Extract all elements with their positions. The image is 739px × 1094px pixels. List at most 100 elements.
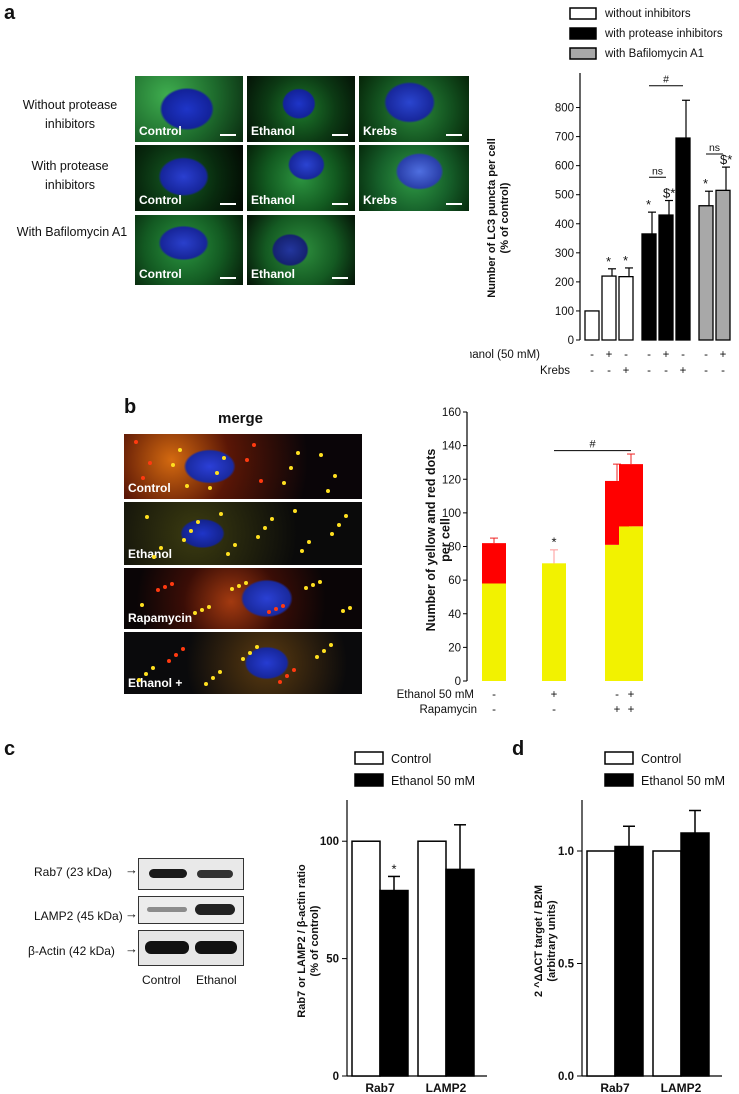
puncta-dot xyxy=(207,605,211,609)
bar xyxy=(675,137,691,341)
row-label-with-inhibitors: With protease inhibitors xyxy=(31,159,109,192)
blot-label-lamp2: LAMP2 (45 kDa) xyxy=(34,909,123,923)
y-tick-label: 40 xyxy=(448,609,461,621)
puncta-dot xyxy=(252,443,256,447)
puncta-dot xyxy=(274,607,278,611)
merge-micrograph-1: Control xyxy=(124,434,362,499)
puncta-dot xyxy=(341,609,345,613)
puncta-dot xyxy=(285,674,289,678)
puncta-dot xyxy=(233,543,237,547)
panel-b-label: b xyxy=(124,396,137,418)
blot-band xyxy=(149,869,187,878)
x-tick-label: LAMP2 xyxy=(426,1081,467,1094)
y-tick-label: 0 xyxy=(568,335,574,347)
condition-label: Ethanol (50 mM) xyxy=(470,349,540,361)
puncta-dot xyxy=(348,606,352,610)
puncta-dot xyxy=(255,645,259,649)
y-tick-label: 20 xyxy=(448,642,461,654)
puncta-dot xyxy=(140,603,144,607)
scale-bar xyxy=(220,277,236,279)
condition-label: Krebs xyxy=(540,365,570,377)
bar xyxy=(584,310,600,341)
puncta-dot xyxy=(134,440,138,444)
puncta-dot xyxy=(145,515,149,519)
significance-mark: * xyxy=(551,535,556,550)
bar xyxy=(614,845,644,1077)
micrograph-ethanol: Ethanol xyxy=(247,145,355,211)
condition-sign: + xyxy=(720,349,727,361)
y-axis-title: Number of LC3 puncta per cell (% of contr… xyxy=(486,138,511,298)
condition-sign: - xyxy=(664,365,668,377)
micrograph-control: Control xyxy=(135,76,243,142)
puncta-dot xyxy=(151,666,155,670)
puncta-dot xyxy=(156,588,160,592)
micrograph-ethanol: Ethanol xyxy=(247,215,355,285)
puncta-dot xyxy=(319,453,323,457)
blot-label-actin: β-Actin (42 kDa) xyxy=(28,944,115,958)
y-tick-label: 0 xyxy=(333,1071,339,1083)
puncta-dot xyxy=(237,584,241,588)
puncta-dot xyxy=(267,610,271,614)
x-tick-label: Rab7 xyxy=(600,1081,630,1094)
condition-sign: - xyxy=(624,349,628,361)
y-tick-label: 400 xyxy=(555,219,574,231)
scale-bar xyxy=(332,134,348,136)
axis-title-line: (arbitrary units) xyxy=(546,900,558,982)
y-tick-label: 1.0 xyxy=(558,846,574,858)
row-label-bafilomycin: With Bafilomycin A1 xyxy=(16,225,128,239)
legend-label: Ethanol 50 mM xyxy=(391,774,475,788)
condition-sign: - xyxy=(492,704,496,716)
puncta-dot xyxy=(208,486,212,490)
puncta-dot xyxy=(144,672,148,676)
puncta-dot xyxy=(245,458,249,462)
puncta-dot xyxy=(256,535,260,539)
bar xyxy=(417,840,447,1077)
y-tick-label: 700 xyxy=(555,132,574,144)
micrograph-krebs: Krebs xyxy=(359,145,469,211)
axis-title-line: Number of LC3 puncta per cell xyxy=(486,138,498,298)
puncta-dot xyxy=(289,466,293,470)
significance-mark: $* xyxy=(720,152,732,167)
condition-sign: + xyxy=(614,704,621,716)
puncta-dot xyxy=(282,481,286,485)
puncta-dot xyxy=(163,585,167,589)
puncta-dot xyxy=(200,608,204,612)
micrograph-control: Control xyxy=(135,215,243,285)
axis-title-line: 2 ^ΔΔCT target / B2M xyxy=(533,885,545,997)
condition-label: Rapamycin xyxy=(419,704,477,716)
puncta-dot xyxy=(196,520,200,524)
micrograph-label: Krebs xyxy=(363,193,398,207)
puncta-dot xyxy=(300,549,304,553)
legend-swatch xyxy=(354,773,384,787)
blot-band xyxy=(145,941,189,954)
y-tick-label: 60 xyxy=(448,575,461,587)
bar-segment-yellow xyxy=(542,563,566,681)
x-tick-label: Rab7 xyxy=(365,1081,395,1094)
legend-label: without inhibitors xyxy=(604,8,691,20)
puncta-dot xyxy=(159,546,163,550)
puncta-dot xyxy=(185,484,189,488)
micrograph-label: Ethanol xyxy=(128,547,172,561)
puncta-dot xyxy=(178,448,182,452)
bar xyxy=(445,868,475,1077)
panel-a-label: a xyxy=(4,2,16,24)
bracket-label: ns xyxy=(652,165,663,177)
condition-label: Ethanol 50 mM xyxy=(397,689,474,701)
puncta-dot xyxy=(174,653,178,657)
significance-mark: * xyxy=(606,254,611,269)
condition-sign: - xyxy=(647,349,651,361)
lane-label-ethanol: Ethanol xyxy=(196,973,237,987)
micrograph-label: Ethanol xyxy=(251,124,295,138)
condition-sign: - xyxy=(552,704,556,716)
micrograph-label: Ethanol + xyxy=(128,676,183,690)
micrograph-label: Control xyxy=(139,124,182,138)
condition-sign: - xyxy=(590,365,594,377)
puncta-dot xyxy=(182,538,186,542)
puncta-dot xyxy=(333,474,337,478)
row-label-without-inhibitors: Without protease inhibitors xyxy=(22,98,118,131)
condition-sign: - xyxy=(607,365,611,377)
condition-sign: - xyxy=(704,349,708,361)
scale-bar xyxy=(220,134,236,136)
blot-strip-actin xyxy=(138,930,244,966)
y-axis-title: Number of yellow and red dots per cell xyxy=(424,449,453,632)
